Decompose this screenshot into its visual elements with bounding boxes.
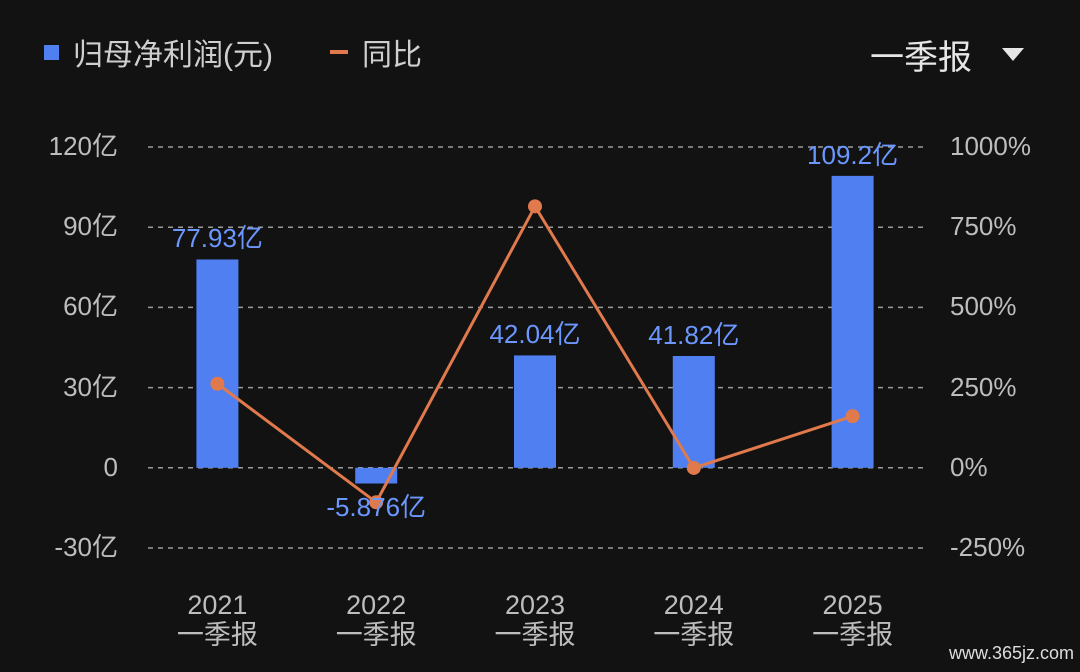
data-label: 42.04亿 [489,319,581,350]
x-tick-label: 2021 一季报 [176,590,258,650]
watermark: www.365jz.com [948,643,1074,663]
x-tick-label: 2022 一季报 [335,590,417,650]
data-label: 109.2亿 [807,139,899,170]
y-tick-label: 30亿 [63,371,118,402]
y-tick-label: -30亿 [54,532,118,562]
bar [514,355,556,468]
x-tick-label: 2025 一季报 [812,590,894,650]
legend-swatch [44,44,59,60]
y-tick-label: 0 [103,451,118,482]
line-point [210,376,225,391]
y2-tick-label: -250% [950,532,1026,562]
x-tick-label: 2024 一季报 [653,590,735,650]
dropdown-arrow[interactable] [1002,48,1024,61]
dropdown-label[interactable]: 一季报 [870,39,972,77]
y-tick-label: 120亿 [48,131,118,161]
legend-label: 同比 [362,39,422,72]
y-tick-label: 60亿 [63,291,118,322]
line-point [845,409,860,424]
legend-swatch [330,50,348,54]
y2-tick-label: 1000% [950,131,1031,161]
x-tick-label: 2023 一季报 [494,590,576,650]
data-label: -5.876亿 [326,491,427,522]
y-tick-label: 90亿 [63,211,118,242]
line-point [369,495,384,510]
data-label: 41.82亿 [648,320,740,350]
bar [672,356,715,468]
period-dropdown[interactable]: 一季报 [870,30,1024,79]
y2-tick-label: 500% [950,291,1017,322]
y2-tick-label: 250% [950,371,1017,402]
line-point [686,460,701,475]
legend-item: 归母净利润(元) [44,30,273,74]
data-label: 77.93亿 [171,223,263,254]
bar [196,259,239,468]
legend-label: 归母净利润(元) [73,39,273,72]
line-point [528,199,542,214]
y2-tick-label: 0% [950,451,988,482]
y2-tick-label: 750% [950,211,1017,242]
legend-item: 同比 [330,30,422,74]
bar [831,175,874,468]
